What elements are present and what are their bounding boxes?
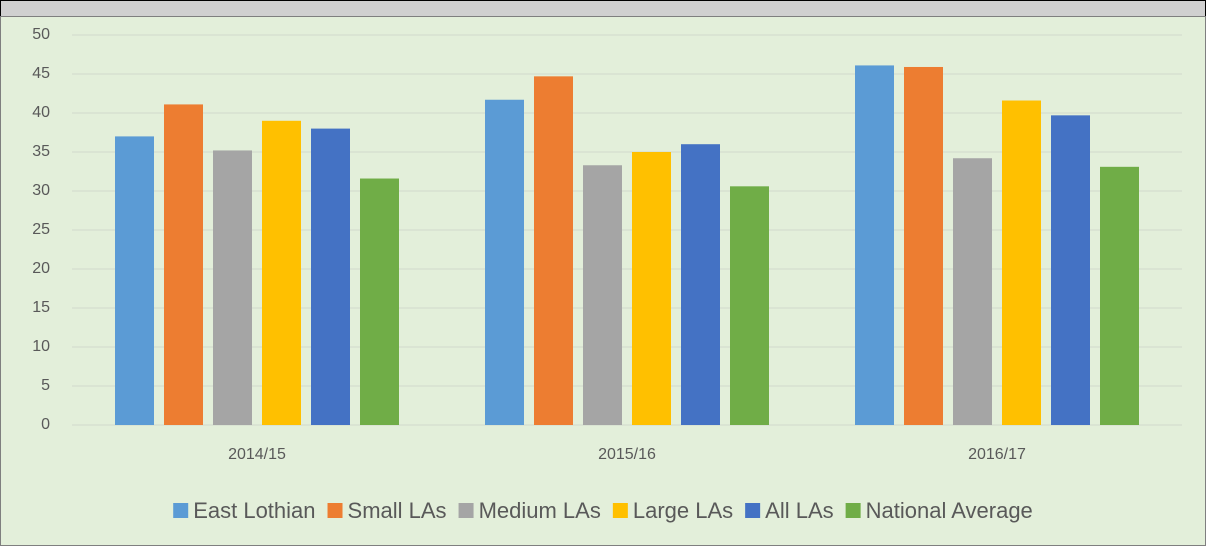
legend-label: East Lothian bbox=[193, 498, 315, 523]
legend-swatch bbox=[173, 503, 189, 518]
bar bbox=[115, 136, 154, 425]
bar bbox=[953, 158, 992, 426]
bar bbox=[213, 150, 252, 425]
header-bar bbox=[0, 0, 1206, 17]
y-tick-label: 5 bbox=[41, 377, 50, 394]
bar bbox=[904, 66, 943, 425]
x-tick-label: 2015/16 bbox=[598, 446, 656, 463]
x-tick-label: 2014/15 bbox=[228, 446, 286, 463]
y-tick-label: 30 bbox=[32, 182, 50, 199]
legend-label: Large LAs bbox=[633, 498, 733, 523]
bar bbox=[360, 178, 399, 425]
y-tick-label: 25 bbox=[32, 221, 50, 238]
bar bbox=[1100, 166, 1139, 425]
legend-swatch bbox=[845, 503, 861, 518]
y-tick-label: 20 bbox=[32, 260, 50, 277]
legend-label: Medium LAs bbox=[479, 498, 601, 523]
x-tick-label: 2016/17 bbox=[968, 446, 1026, 463]
legend-swatch bbox=[612, 503, 628, 518]
bar bbox=[730, 186, 769, 425]
legend-swatch bbox=[745, 503, 761, 518]
y-tick-label: 35 bbox=[32, 143, 50, 160]
legend-swatch bbox=[327, 503, 343, 518]
bar bbox=[632, 152, 671, 425]
bar bbox=[583, 165, 622, 425]
y-tick-label: 40 bbox=[32, 104, 50, 121]
bar bbox=[262, 120, 301, 426]
bar bbox=[164, 104, 203, 426]
y-tick-label: 10 bbox=[32, 338, 50, 355]
bar bbox=[681, 144, 720, 425]
bar bbox=[534, 76, 573, 425]
y-tick-label: 45 bbox=[32, 65, 50, 82]
legend-label: All LAs bbox=[765, 498, 833, 523]
y-tick-label: 15 bbox=[32, 299, 50, 316]
bar bbox=[855, 65, 894, 426]
bar bbox=[1051, 115, 1090, 425]
legend-label: Small LAs bbox=[348, 498, 447, 523]
y-tick-label: 0 bbox=[41, 416, 50, 433]
y-tick-label: 50 bbox=[32, 26, 50, 43]
legend-swatch bbox=[458, 503, 474, 518]
bar bbox=[311, 128, 350, 425]
bar bbox=[485, 99, 524, 426]
legend-label: National Average bbox=[866, 498, 1033, 523]
bar bbox=[1002, 100, 1041, 426]
